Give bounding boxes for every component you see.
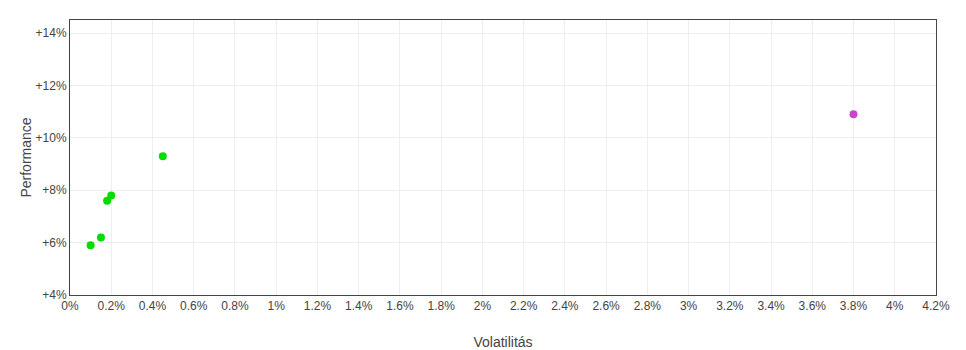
svg-text:+12%: +12% <box>36 79 67 93</box>
svg-text:4%: 4% <box>886 299 904 313</box>
svg-text:1.6%: 1.6% <box>386 299 414 313</box>
svg-text:+4%: +4% <box>42 288 67 302</box>
svg-text:1.8%: 1.8% <box>427 299 455 313</box>
svg-text:2.8%: 2.8% <box>634 299 662 313</box>
svg-text:2%: 2% <box>474 299 492 313</box>
svg-text:0.6%: 0.6% <box>180 299 208 313</box>
svg-text:Performance: Performance <box>18 117 34 197</box>
svg-text:2.6%: 2.6% <box>592 299 620 313</box>
svg-text:1%: 1% <box>268 299 286 313</box>
svg-text:3.2%: 3.2% <box>716 299 744 313</box>
svg-text:0.2%: 0.2% <box>98 299 126 313</box>
svg-text:Volatilitás: Volatilitás <box>473 334 532 350</box>
svg-text:2.2%: 2.2% <box>510 299 538 313</box>
svg-text:+10%: +10% <box>36 131 67 145</box>
svg-text:3.6%: 3.6% <box>799 299 827 313</box>
svg-text:+14%: +14% <box>36 26 67 40</box>
svg-text:3%: 3% <box>680 299 698 313</box>
svg-text:0.4%: 0.4% <box>139 299 167 313</box>
svg-text:1.2%: 1.2% <box>304 299 332 313</box>
svg-text:0%: 0% <box>61 299 79 313</box>
svg-text:+8%: +8% <box>42 183 67 197</box>
svg-text:1.4%: 1.4% <box>345 299 373 313</box>
svg-text:3.8%: 3.8% <box>840 299 868 313</box>
svg-text:2.4%: 2.4% <box>551 299 579 313</box>
svg-text:3.4%: 3.4% <box>757 299 785 313</box>
svg-text:+6%: +6% <box>42 236 67 250</box>
svg-text:0.8%: 0.8% <box>221 299 249 313</box>
svg-text:4.2%: 4.2% <box>922 299 950 313</box>
